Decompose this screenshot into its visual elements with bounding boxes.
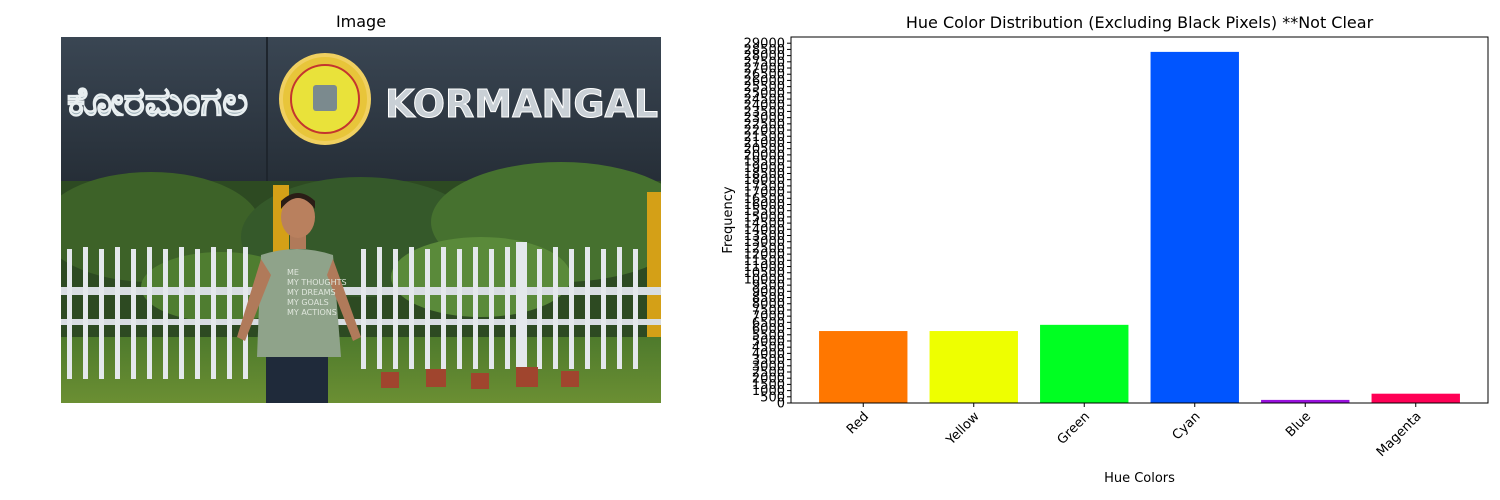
y-tick-label: 15500 [744, 204, 785, 219]
y-tick-label: 7000 [752, 310, 785, 325]
y-tick-label: 2500 [752, 365, 785, 380]
y-tick-label: 22000 [744, 124, 785, 139]
y-tick-label: 20000 [744, 148, 785, 163]
y-tick-label: 7500 [752, 303, 785, 318]
y-tick-label: 9000 [752, 285, 785, 300]
x-tick-label: Blue [1283, 409, 1314, 440]
y-tick-label: 25500 [744, 80, 785, 95]
y-tick-label: 22500 [744, 117, 785, 132]
y-tick-label: 1500 [752, 378, 785, 393]
y-tick-label: 24000 [744, 99, 785, 114]
bar-red [819, 331, 908, 403]
bar-green [1040, 324, 1129, 403]
y-axis-label: Frequency [721, 186, 736, 253]
sign-script-text: ಕೋರಮಂಗಲ [67, 79, 248, 125]
y-tick-label: 9500 [752, 279, 785, 294]
y-tick-label: 20500 [744, 142, 785, 157]
y-tick-label: 0 [777, 397, 785, 412]
y-tick-label: 6000 [752, 322, 785, 337]
y-tick-label: 10000 [744, 272, 785, 287]
y-tick-label: 14000 [744, 223, 785, 238]
y-tick-label: 11500 [744, 254, 785, 269]
y-tick-label: 15000 [744, 210, 785, 225]
y-tick-label: 24500 [744, 93, 785, 108]
y-tick-label: 5500 [752, 328, 785, 343]
y-tick-label: 23000 [744, 111, 785, 126]
y-tick-label: 4500 [752, 341, 785, 356]
x-tick-label: Cyan [1170, 409, 1204, 443]
chart-title: Hue Color Distribution (Excluding Black … [906, 13, 1374, 32]
y-tick-label: 28000 [744, 49, 785, 64]
y-tick-label: 23500 [744, 105, 785, 120]
y-tick-label: 12000 [744, 248, 785, 263]
y-tick-label: 21500 [744, 130, 785, 145]
y-tick-label: 3500 [752, 353, 785, 368]
y-tick-label: 18000 [744, 173, 785, 188]
x-axis-label: Hue Colors [1104, 471, 1175, 486]
bar-blue [1261, 399, 1350, 403]
photo-image: ಕೋರಮಂಗಲ KORMANGAL ME MY THOUGHTS MY DREA… [61, 37, 661, 403]
image-panel-title: Image [335, 12, 387, 31]
y-tick-label: 17000 [744, 186, 785, 201]
shirt-text-line: MY GOALS [287, 298, 329, 307]
y-tick-label: 500 [760, 390, 785, 405]
y-tick-label: 8000 [752, 297, 785, 312]
shirt-text-line: MY DREAMS [287, 288, 336, 297]
y-tick-label: 26500 [744, 68, 785, 83]
sign-latin-text: KORMANGAL [385, 82, 658, 126]
y-axis-ticks: 0500100015002000250030003500400045005000… [744, 37, 791, 412]
y-tick-label: 25000 [744, 86, 785, 101]
y-tick-label: 21000 [744, 136, 785, 151]
x-tick-label: Magenta [1374, 409, 1425, 460]
y-tick-label: 27000 [744, 62, 785, 77]
bar-magenta [1371, 393, 1460, 403]
bar-cyan [1150, 51, 1239, 404]
y-tick-label: 8500 [752, 291, 785, 306]
y-tick-label: 13000 [744, 235, 785, 250]
shirt-text-line: ME [287, 268, 299, 277]
y-tick-label: 19500 [744, 155, 785, 170]
x-axis-ticks: Red Yellow Green Cyan Blue Magenta [844, 403, 1425, 460]
y-tick-label: 6500 [752, 316, 785, 331]
y-tick-label: 27500 [744, 55, 785, 70]
shirt-text-line: MY THOUGHTS [287, 278, 347, 287]
x-tick-label: Yellow [943, 409, 983, 449]
bar-yellow [929, 331, 1018, 403]
y-tick-label: 19000 [744, 161, 785, 176]
bars [819, 51, 1460, 404]
y-tick-label: 3000 [752, 359, 785, 374]
y-tick-label: 17500 [744, 179, 785, 194]
y-tick-label: 10500 [744, 266, 785, 281]
y-tick-label: 14500 [744, 217, 785, 232]
y-tick-label: 29000 [744, 37, 785, 52]
y-tick-label: 12500 [744, 241, 785, 256]
shirt-text-line: MY ACTIONS [287, 308, 337, 317]
y-tick-label: 2000 [752, 372, 785, 387]
x-tick-label: Green [1055, 409, 1093, 447]
y-tick-label: 4000 [752, 347, 785, 362]
y-tick-label: 16500 [744, 192, 785, 207]
plot-frame [790, 36, 1489, 404]
y-tick-label: 28500 [744, 43, 785, 58]
y-tick-label: 16000 [744, 198, 785, 213]
y-tick-label: 26000 [744, 74, 785, 89]
y-tick-label: 18500 [744, 167, 785, 182]
y-tick-label: 1000 [752, 384, 785, 399]
y-tick-label: 11000 [744, 260, 785, 275]
y-tick-label: 13500 [744, 229, 785, 244]
x-tick-label: Red [844, 409, 872, 437]
y-tick-label: 5000 [752, 334, 785, 349]
